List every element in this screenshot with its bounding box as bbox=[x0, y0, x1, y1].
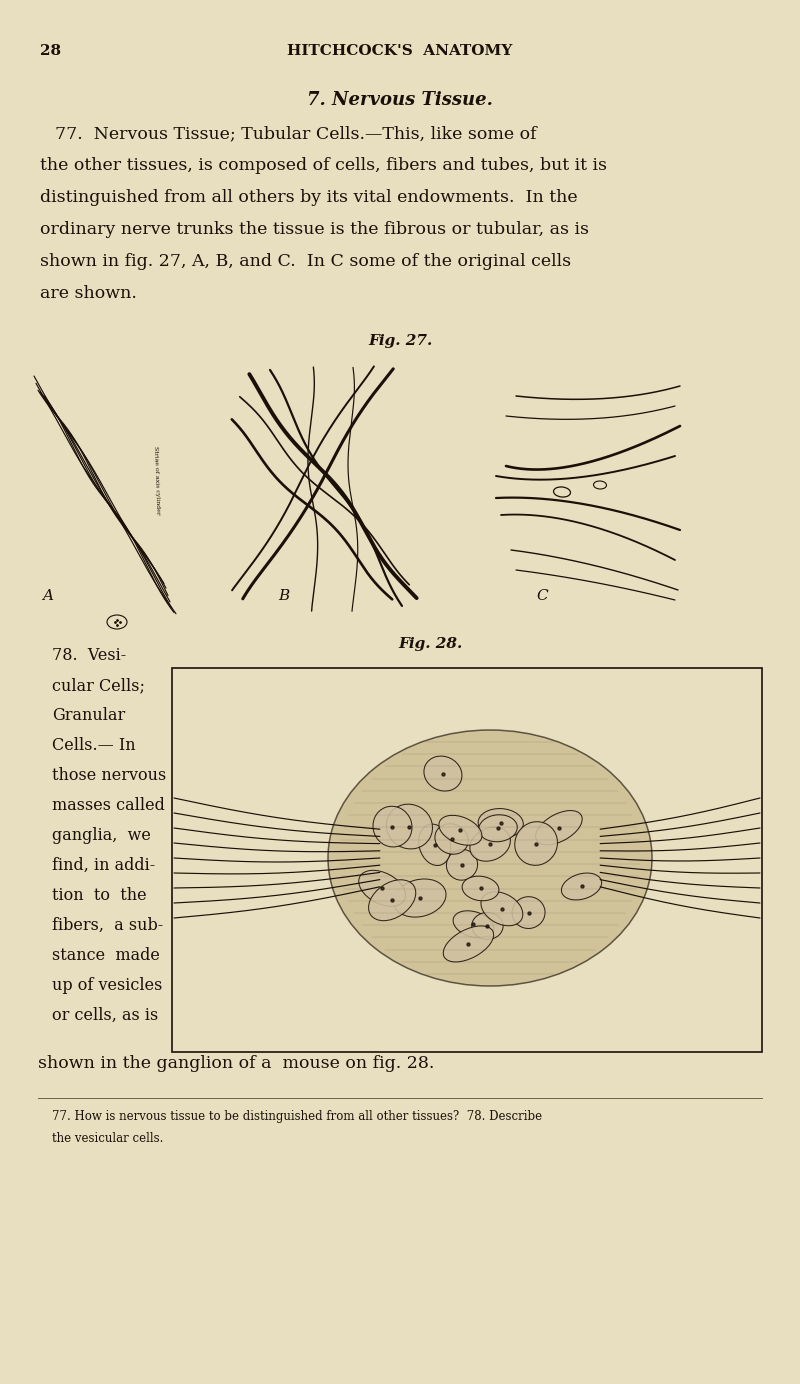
Text: the vesicular cells.: the vesicular cells. bbox=[52, 1132, 163, 1145]
Ellipse shape bbox=[373, 807, 412, 847]
Text: 77.  Nervous Tissue; Tubular Cells.—This, like some of: 77. Nervous Tissue; Tubular Cells.—This,… bbox=[55, 125, 537, 143]
Ellipse shape bbox=[478, 815, 518, 841]
Text: 7. Nervous Tissue.: 7. Nervous Tissue. bbox=[307, 91, 493, 109]
Bar bbox=[172, 668, 762, 1052]
Text: or cells, as is: or cells, as is bbox=[52, 1008, 158, 1024]
Ellipse shape bbox=[435, 823, 468, 854]
Ellipse shape bbox=[472, 912, 503, 940]
Text: Cells.— In: Cells.— In bbox=[52, 738, 136, 754]
Text: distinguished from all others by its vital endowments.  In the: distinguished from all others by its vit… bbox=[40, 190, 578, 206]
Text: 28: 28 bbox=[40, 44, 61, 58]
Text: are shown.: are shown. bbox=[40, 285, 137, 302]
Ellipse shape bbox=[478, 808, 523, 837]
Text: 77. How is nervous tissue to be distinguished from all other tissues?  78. Descr: 77. How is nervous tissue to be distingu… bbox=[52, 1110, 542, 1122]
Text: HITCHCOCK'S  ANATOMY: HITCHCOCK'S ANATOMY bbox=[287, 44, 513, 58]
Text: A: A bbox=[42, 590, 53, 603]
Ellipse shape bbox=[439, 815, 482, 846]
Ellipse shape bbox=[369, 880, 416, 920]
Text: stance  made: stance made bbox=[52, 947, 160, 965]
Text: cular Cells;: cular Cells; bbox=[52, 677, 145, 693]
Ellipse shape bbox=[446, 850, 478, 880]
Text: masses called: masses called bbox=[52, 797, 165, 814]
Ellipse shape bbox=[453, 911, 494, 938]
Ellipse shape bbox=[535, 811, 582, 844]
Ellipse shape bbox=[514, 822, 558, 865]
Ellipse shape bbox=[462, 876, 499, 901]
Ellipse shape bbox=[470, 828, 510, 861]
Text: Fig. 27.: Fig. 27. bbox=[368, 334, 432, 347]
Text: fibers,  a sub-: fibers, a sub- bbox=[52, 918, 163, 934]
Text: Striae of axis cylinder: Striae of axis cylinder bbox=[154, 446, 161, 515]
Text: tion  to  the: tion to the bbox=[52, 887, 146, 904]
Ellipse shape bbox=[481, 891, 523, 926]
Text: the other tissues, is composed of cells, fibers and tubes, but it is: the other tissues, is composed of cells,… bbox=[40, 156, 607, 174]
Text: find, in addi-: find, in addi- bbox=[52, 857, 155, 875]
Text: up of vesicles: up of vesicles bbox=[52, 977, 162, 994]
Text: Granular: Granular bbox=[52, 707, 126, 724]
Text: B: B bbox=[278, 590, 290, 603]
Ellipse shape bbox=[358, 871, 406, 907]
Text: shown in the ganglion of a  mouse on fig. 28.: shown in the ganglion of a mouse on fig.… bbox=[38, 1055, 434, 1073]
Ellipse shape bbox=[386, 804, 433, 848]
Ellipse shape bbox=[512, 897, 545, 929]
Ellipse shape bbox=[328, 729, 652, 985]
Ellipse shape bbox=[418, 823, 450, 865]
Text: shown in fig. 27, A, B, and C.  In C some of the original cells: shown in fig. 27, A, B, and C. In C some… bbox=[40, 253, 571, 270]
Text: 78.  Vesi-: 78. Vesi- bbox=[52, 646, 126, 664]
Ellipse shape bbox=[443, 926, 494, 962]
Text: Fig. 28.: Fig. 28. bbox=[398, 637, 462, 650]
Ellipse shape bbox=[394, 879, 446, 918]
Ellipse shape bbox=[424, 756, 462, 792]
Text: ordinary nerve trunks the tissue is the fibrous or tubular, as is: ordinary nerve trunks the tissue is the … bbox=[40, 221, 589, 238]
Text: C: C bbox=[536, 590, 548, 603]
Text: those nervous: those nervous bbox=[52, 767, 166, 783]
Text: ganglia,  we: ganglia, we bbox=[52, 828, 151, 844]
Ellipse shape bbox=[562, 873, 602, 900]
